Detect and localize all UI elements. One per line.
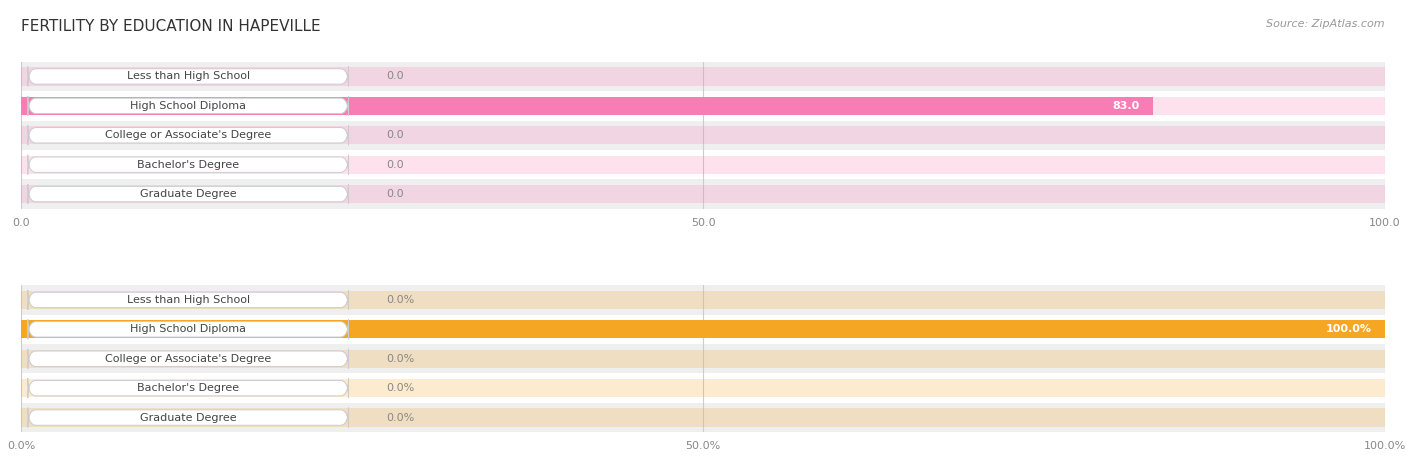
Bar xyxy=(21,155,1385,174)
FancyBboxPatch shape xyxy=(28,408,349,428)
Bar xyxy=(21,408,1385,427)
Bar xyxy=(21,126,1385,144)
FancyBboxPatch shape xyxy=(28,125,349,145)
Text: FERTILITY BY EDUCATION IN HAPEVILLE: FERTILITY BY EDUCATION IN HAPEVILLE xyxy=(21,19,321,34)
FancyBboxPatch shape xyxy=(28,155,349,175)
Text: Source: ZipAtlas.com: Source: ZipAtlas.com xyxy=(1267,19,1385,29)
Text: High School Diploma: High School Diploma xyxy=(131,324,246,334)
Text: College or Associate's Degree: College or Associate's Degree xyxy=(105,354,271,364)
FancyBboxPatch shape xyxy=(28,290,349,310)
Bar xyxy=(21,97,1385,115)
Bar xyxy=(21,97,1153,115)
Bar xyxy=(21,379,1385,397)
Bar xyxy=(21,91,1385,121)
Text: Graduate Degree: Graduate Degree xyxy=(139,413,236,423)
Bar xyxy=(21,62,1385,91)
Bar xyxy=(21,150,1385,180)
Bar xyxy=(21,314,1385,344)
Text: High School Diploma: High School Diploma xyxy=(131,101,246,111)
Bar xyxy=(21,121,1385,150)
FancyBboxPatch shape xyxy=(28,378,349,398)
Text: 0.0: 0.0 xyxy=(387,160,404,170)
Text: 100.0%: 100.0% xyxy=(1326,324,1371,334)
Text: Bachelor's Degree: Bachelor's Degree xyxy=(138,160,239,170)
Text: Bachelor's Degree: Bachelor's Degree xyxy=(138,383,239,393)
Text: Less than High School: Less than High School xyxy=(127,71,250,81)
Bar xyxy=(21,403,1385,432)
Text: Less than High School: Less than High School xyxy=(127,295,250,305)
Bar xyxy=(21,373,1385,403)
FancyBboxPatch shape xyxy=(28,319,349,339)
Text: 83.0: 83.0 xyxy=(1112,101,1139,111)
Bar xyxy=(21,285,1385,314)
Text: 0.0: 0.0 xyxy=(387,130,404,140)
Bar xyxy=(21,180,1385,209)
Text: 0.0%: 0.0% xyxy=(387,354,415,364)
FancyBboxPatch shape xyxy=(28,349,349,369)
Text: 0.0%: 0.0% xyxy=(387,413,415,423)
Bar xyxy=(21,350,1385,368)
Text: College or Associate's Degree: College or Associate's Degree xyxy=(105,130,271,140)
FancyBboxPatch shape xyxy=(28,66,349,86)
Bar xyxy=(21,67,1385,86)
Bar xyxy=(21,185,1385,203)
FancyBboxPatch shape xyxy=(28,96,349,116)
Text: 0.0: 0.0 xyxy=(387,71,404,81)
FancyBboxPatch shape xyxy=(28,184,349,204)
Text: 0.0%: 0.0% xyxy=(387,383,415,393)
Bar xyxy=(21,291,1385,309)
Bar xyxy=(21,320,1385,339)
Text: Graduate Degree: Graduate Degree xyxy=(139,189,236,199)
Text: 0.0%: 0.0% xyxy=(387,295,415,305)
Bar xyxy=(21,320,1385,339)
Bar xyxy=(21,344,1385,373)
Text: 0.0: 0.0 xyxy=(387,189,404,199)
